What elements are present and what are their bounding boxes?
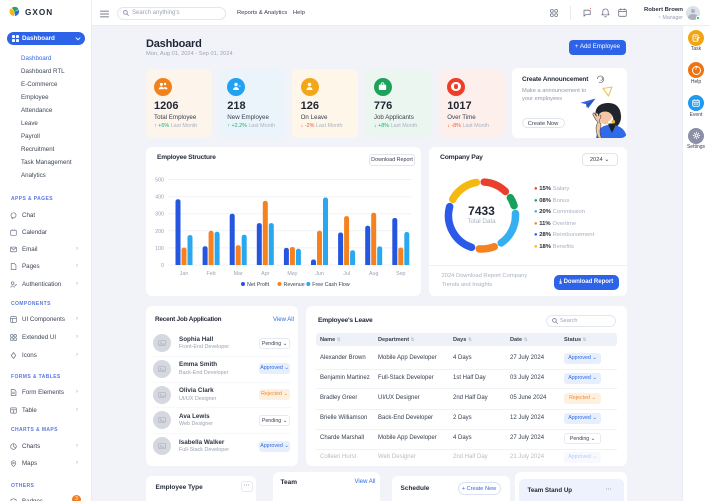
svg-text:Feb: Feb bbox=[207, 271, 216, 277]
svg-text:0: 0 bbox=[161, 263, 164, 269]
svg-text:500: 500 bbox=[155, 178, 164, 184]
svg-text:100: 100 bbox=[155, 246, 164, 252]
svg-text:Apr: Apr bbox=[261, 271, 269, 277]
svg-text:May: May bbox=[287, 271, 297, 277]
svg-text:400: 400 bbox=[155, 195, 164, 201]
svg-text:300: 300 bbox=[155, 212, 164, 218]
svg-text:Mar: Mar bbox=[234, 271, 243, 277]
svg-text:Revenue: Revenue bbox=[284, 282, 305, 288]
svg-text:Aug: Aug bbox=[369, 271, 378, 277]
svg-text:Jun: Jun bbox=[315, 271, 324, 277]
svg-text:Jul: Jul bbox=[343, 271, 350, 277]
svg-text:Net Profit: Net Profit bbox=[247, 282, 270, 288]
svg-text:Jan: Jan bbox=[180, 271, 189, 277]
svg-text:Sep: Sep bbox=[396, 271, 405, 277]
svg-text:Free Cash Flow: Free Cash Flow bbox=[312, 282, 350, 288]
svg-text:200: 200 bbox=[155, 229, 164, 235]
